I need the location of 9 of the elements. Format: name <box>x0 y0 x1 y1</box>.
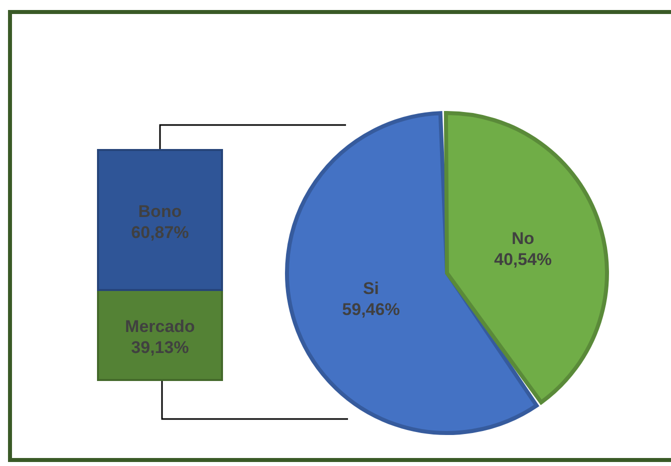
slice-label: Si <box>362 279 380 298</box>
pie-slice <box>444 111 609 404</box>
series-label: Mercado <box>125 317 195 336</box>
series-label: Bono <box>138 202 182 221</box>
data-label: 39,13% <box>131 338 189 357</box>
slice-label: No <box>512 228 534 248</box>
data-label: 59,46% <box>342 300 400 320</box>
data-label: 60,87% <box>131 223 189 242</box>
data-label: 40,54% <box>494 250 552 269</box>
